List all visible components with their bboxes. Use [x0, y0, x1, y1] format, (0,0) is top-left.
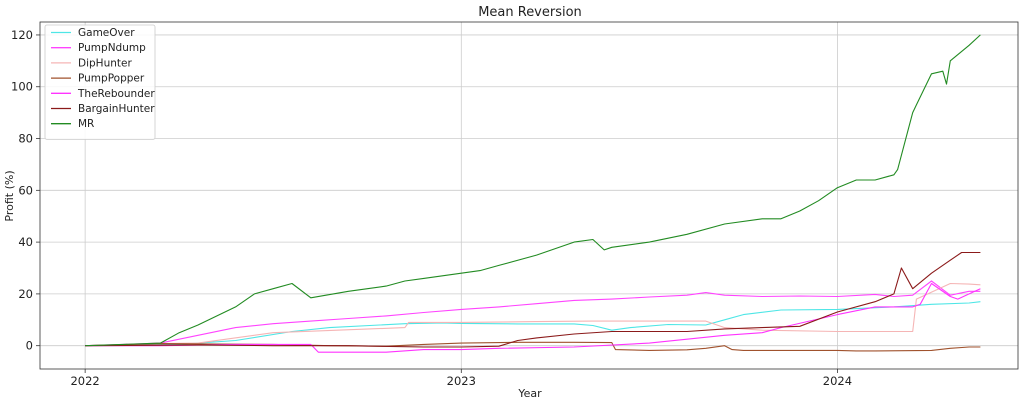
x-tick-label: 2024 [823, 374, 852, 388]
legend-label: PumpPopper [78, 73, 145, 85]
x-axis-ticks: 2022 2023 2024 [70, 369, 852, 388]
legend-label: TheRebounder [77, 88, 155, 100]
y-axis-label: Profit (%) [3, 170, 16, 221]
y-tick-label: 20 [18, 287, 33, 301]
legend-label: PumpNdump [78, 42, 146, 54]
series-layer [85, 34, 981, 353]
legend-label: BargainHunter [78, 103, 155, 115]
y-tick-label: 40 [18, 235, 33, 249]
x-axis-label: Year [517, 387, 542, 400]
plot-frame [39, 21, 1019, 370]
series-line-bargainhunter [85, 251, 981, 348]
y-tick-label: 80 [18, 132, 33, 146]
y-axis-ticks: 0 20 40 60 80 100 120 [11, 28, 40, 353]
legend-label: GameOver [78, 27, 135, 39]
x-tick-label: 2022 [70, 374, 99, 388]
legend-box [44, 24, 156, 140]
y-tick-label: 120 [11, 28, 33, 42]
legend-label: DipHunter [78, 57, 132, 69]
legend-label: MR [78, 118, 94, 130]
series-line-mr [85, 34, 981, 347]
y-tick-label: 100 [11, 80, 33, 94]
y-tick-label: 0 [26, 339, 33, 353]
series-line-gameover [85, 301, 981, 347]
x-tick-label: 2023 [447, 374, 476, 388]
chart-title: Mean Reversion [478, 5, 582, 20]
series-line-therebounder [85, 282, 981, 353]
series-line-diphunter [85, 282, 981, 347]
y-tick-label: 60 [18, 183, 33, 197]
gridlines [40, 22, 1018, 369]
legend: GameOver PumpNdump DipHunter PumpPopper TheR… [44, 24, 156, 140]
series-line-pumppopper [85, 341, 981, 352]
series-line-pumpndump [85, 280, 981, 347]
